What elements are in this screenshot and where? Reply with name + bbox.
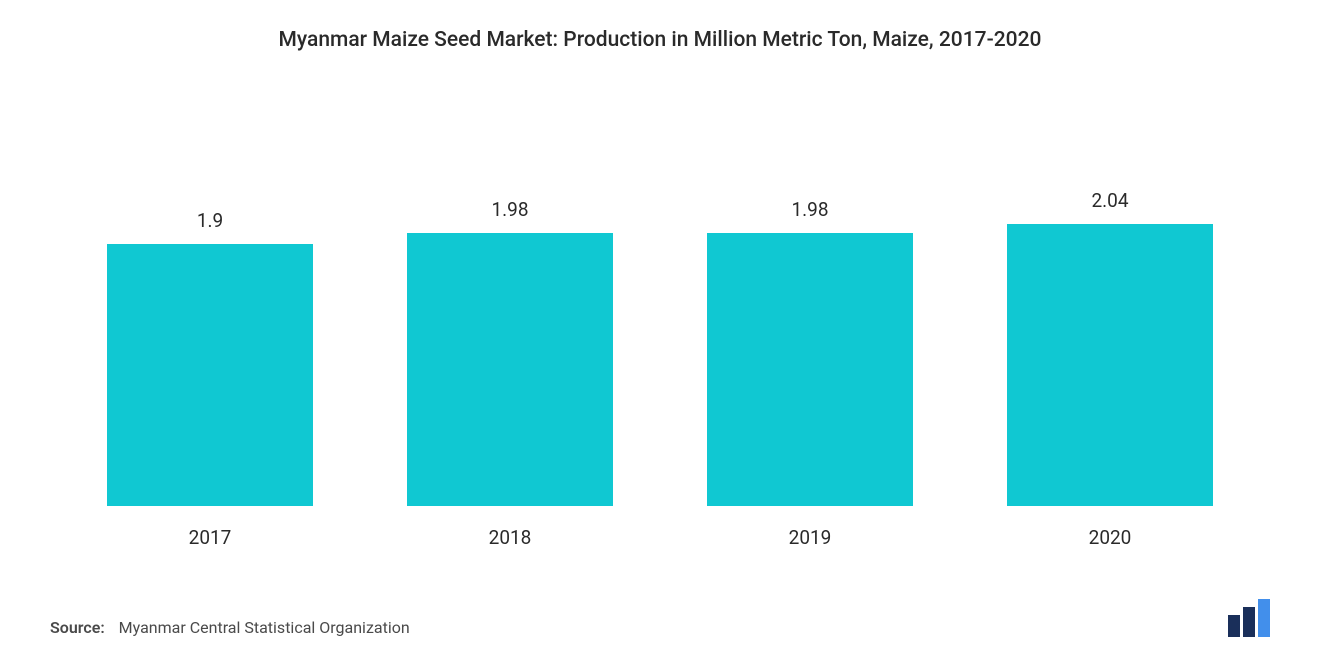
- chart-footer: Source: Myanmar Central Statistical Orga…: [50, 599, 1270, 645]
- source-citation: Source: Myanmar Central Statistical Orga…: [50, 618, 410, 637]
- bar-1: [407, 233, 613, 506]
- bar-value-1: 1.98: [491, 198, 528, 221]
- bar-value-2: 1.98: [791, 198, 828, 221]
- logo-bar-1: [1243, 607, 1255, 637]
- bar-group-0: 1.9: [78, 209, 342, 506]
- bar-0: [107, 244, 313, 506]
- chart-container: Myanmar Maize Seed Market: Production in…: [0, 0, 1320, 665]
- brand-logo: [1228, 599, 1270, 637]
- bar-2: [707, 233, 913, 506]
- bar-group-1: 1.98: [378, 198, 642, 506]
- bar-value-3: 2.04: [1091, 189, 1128, 212]
- x-label-0: 2017: [78, 526, 342, 549]
- bar-3: [1007, 224, 1213, 506]
- source-text: Myanmar Central Statistical Organization: [119, 618, 410, 637]
- x-label-1: 2018: [378, 526, 642, 549]
- x-label-3: 2020: [978, 526, 1242, 549]
- bar-group-3: 2.04: [978, 189, 1242, 506]
- logo-bar-2: [1258, 599, 1270, 637]
- logo-bar-0: [1228, 615, 1240, 637]
- x-label-2: 2019: [678, 526, 942, 549]
- bar-group-2: 1.98: [678, 198, 942, 506]
- x-axis-labels: 2017 2018 2019 2020: [50, 514, 1270, 549]
- source-label: Source:: [50, 618, 105, 637]
- plot-area: 1.9 1.98 1.98 2.04: [50, 62, 1270, 506]
- chart-title: Myanmar Maize Seed Market: Production in…: [50, 28, 1270, 52]
- bar-value-0: 1.9: [197, 209, 223, 232]
